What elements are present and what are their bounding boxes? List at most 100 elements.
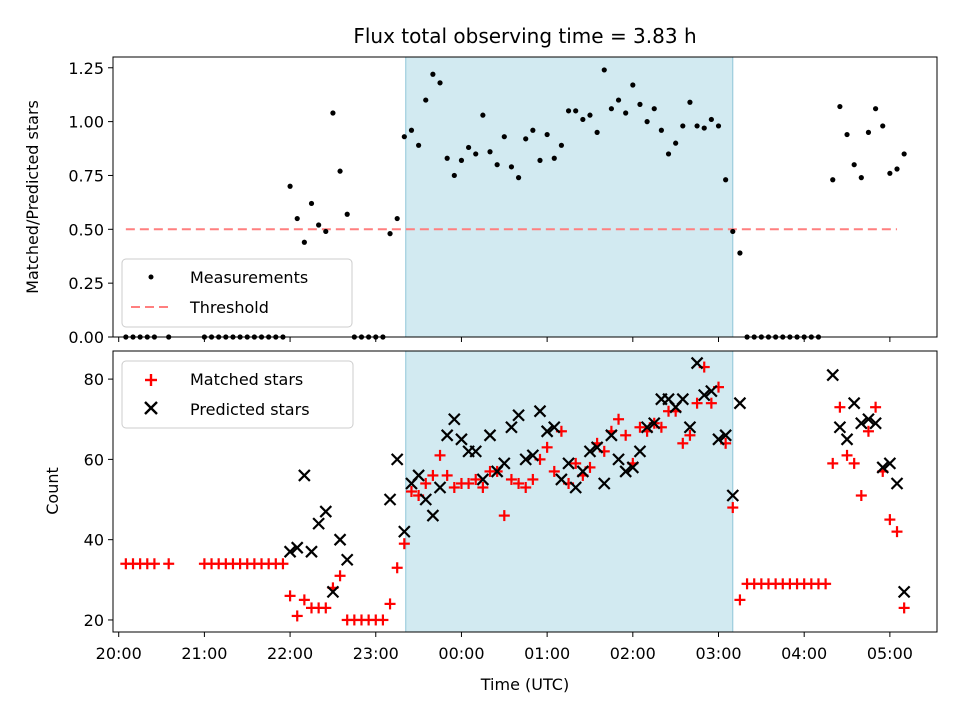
x-tick-label: 23:00 (353, 644, 399, 663)
measurement-point (330, 110, 336, 116)
predicted-star-point (305, 545, 318, 558)
predicted-star-point (426, 509, 440, 522)
predicted-star-point (597, 477, 611, 490)
matched-star-point (377, 614, 389, 626)
measurement-point (651, 106, 657, 112)
matched-star-point (548, 465, 560, 477)
measurement-point (430, 71, 436, 77)
measurement-point (416, 142, 422, 148)
measurement-point (680, 123, 686, 129)
bottom-y-tick-label: 40 (84, 531, 104, 550)
top-legend-box (121, 258, 353, 328)
bottom-y-tick-label: 80 (84, 370, 104, 389)
matched-star-point (291, 610, 303, 622)
measurement-point (316, 222, 322, 228)
measurement-point (344, 211, 350, 217)
matched-star-point (334, 570, 346, 582)
measurement-point (658, 127, 664, 133)
predicted-star-point (640, 420, 654, 434)
predicted-star-point (847, 396, 861, 410)
predicted-star-point (840, 433, 854, 446)
predicted-star-point (619, 465, 632, 478)
predicted-star-point (455, 433, 468, 446)
measurement-points (123, 67, 907, 340)
measurement-point (465, 144, 472, 151)
measurement-point (701, 125, 707, 131)
matched-star-point (570, 457, 582, 469)
measurement-point (901, 151, 907, 157)
predicted-star-point (469, 445, 483, 458)
measurement-point (444, 155, 450, 161)
measurement-point (594, 129, 600, 135)
matched-star-point (834, 401, 846, 413)
measurement-point (308, 200, 315, 207)
matched-star-point (634, 421, 646, 433)
measurement-point (580, 116, 586, 123)
predicted-star-point (683, 420, 697, 434)
predicted-star-point (333, 533, 347, 546)
matched-star-point (613, 413, 625, 425)
matched-star-point (520, 481, 532, 493)
bottom-y-tick-label: 60 (84, 450, 104, 469)
predicted-stars-points (283, 356, 911, 599)
x-tick-label: 02:00 (610, 644, 656, 663)
predicted-star-point (833, 420, 847, 434)
matched-star-point (898, 602, 910, 614)
measurement-point (573, 108, 579, 114)
bottom-shaded-span (405, 350, 734, 633)
predicted-star-point (697, 388, 711, 402)
matched-star-point (620, 429, 632, 441)
predicted-star-point (712, 433, 725, 446)
predicted-star-point (590, 441, 604, 454)
measurement-point (508, 164, 515, 170)
measurement-point (687, 99, 693, 105)
predicted-star-point (890, 477, 904, 490)
matched-star-point (827, 457, 839, 469)
predicted-star-point (483, 429, 497, 442)
measurement-point (637, 101, 643, 107)
measurement-point (544, 131, 550, 138)
measurement-point (394, 215, 400, 222)
measurement-point (730, 228, 736, 235)
matched-star-point (163, 558, 175, 570)
legend-matched-marker (145, 374, 157, 386)
measurement-point (623, 110, 629, 116)
predicted-star-point (290, 541, 304, 554)
predicted-star-point (440, 429, 454, 442)
matched-star-point (848, 457, 860, 469)
predicted-star-point (383, 493, 397, 506)
measurement-point (851, 162, 857, 168)
measurement-point (737, 250, 743, 256)
matched-star-point (420, 477, 432, 489)
measurement-point (880, 123, 886, 129)
predicted-star-point (676, 392, 690, 406)
top-y-tick-label: 1.25 (68, 59, 104, 78)
predicted-star-point (448, 412, 461, 426)
top-y-ticks: 0.00 0.25 0.50 0.75 1.00 1.25 (68, 59, 113, 347)
matched-star-point (684, 429, 696, 441)
predicted-star-point (312, 517, 325, 530)
matched-star-point (463, 477, 475, 489)
matched-star-point (398, 538, 410, 550)
predicted-star-point (855, 416, 868, 430)
chart-title: Flux total observing time = 3.83 h (353, 24, 696, 48)
matched-star-point (527, 473, 539, 485)
legend-matched-label: Matched stars (190, 370, 303, 389)
measurement-point (601, 67, 607, 73)
measurement-point (558, 142, 565, 148)
predicted-star-point (298, 469, 311, 482)
measurement-point (865, 129, 872, 135)
legend-predicted-label: Predicted stars (190, 400, 310, 419)
predicted-star-point (319, 505, 333, 518)
matched-star-point (513, 477, 525, 489)
matched-star-point (727, 502, 739, 514)
matched-star-point (320, 602, 332, 614)
x-tick-label: 01:00 (524, 644, 570, 663)
x-tick-label: 20:00 (96, 644, 142, 663)
measurement-point (894, 166, 900, 172)
matched-star-point (477, 481, 489, 493)
matched-star-point (427, 469, 439, 481)
predicted-star-point (433, 481, 447, 494)
top-shaded-span (405, 56, 734, 338)
predicted-star-point (476, 473, 490, 486)
